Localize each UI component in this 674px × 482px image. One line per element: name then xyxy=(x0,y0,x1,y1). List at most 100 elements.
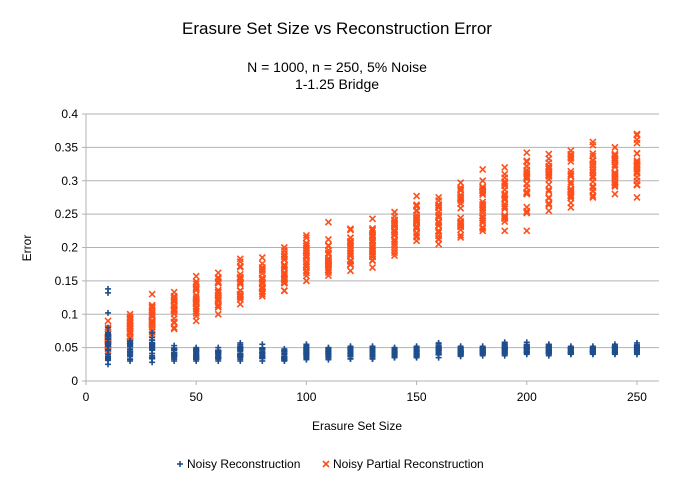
noisy-partial-reconstruction-point xyxy=(567,170,575,178)
noisy-partial-reconstruction-point xyxy=(214,310,222,318)
noisy-partial-reconstruction-point xyxy=(324,266,332,274)
noisy-reconstruction-point xyxy=(237,353,244,360)
noisy-reconstruction-point xyxy=(633,342,640,349)
noisy-partial-reconstruction-point xyxy=(390,236,399,244)
noisy-partial-reconstruction-point xyxy=(545,187,553,195)
noisy-partial-reconstruction-point xyxy=(479,223,487,231)
noisy-partial-reconstruction-point xyxy=(567,172,575,181)
noisy-partial-reconstruction-point xyxy=(567,178,575,186)
noisy-partial-reconstruction-point xyxy=(523,209,531,217)
noisy-reconstruction-point xyxy=(215,347,222,354)
noisy-partial-reconstruction-point xyxy=(390,222,399,230)
noisy-partial-reconstruction-point xyxy=(236,262,244,270)
noisy-partial-reconstruction-point xyxy=(633,130,641,138)
noisy-partial-reconstruction-point xyxy=(501,202,509,211)
y-tick-label: 0.2 xyxy=(61,241,78,255)
noisy-partial-reconstruction-point xyxy=(302,239,310,247)
y-tick-label: 0.4 xyxy=(61,107,78,121)
noisy-partial-reconstruction-point xyxy=(214,278,222,287)
noisy-partial-reconstruction-point xyxy=(633,169,641,177)
noisy-partial-reconstruction-point xyxy=(390,221,399,229)
noisy-reconstruction-point xyxy=(545,351,552,358)
noisy-partial-reconstruction-point xyxy=(104,317,112,325)
noisy-partial-reconstruction-point xyxy=(501,174,509,182)
y-tick-label: 0.1 xyxy=(61,307,78,321)
noisy-reconstruction-point xyxy=(325,349,332,356)
noisy-partial-reconstruction-point xyxy=(258,266,266,275)
legend-marker-noisy-partial-reconstruction xyxy=(322,460,330,468)
noisy-partial-reconstruction-point xyxy=(545,168,553,176)
noisy-partial-reconstruction-point xyxy=(589,193,597,202)
noisy-reconstruction-point xyxy=(567,344,574,351)
noisy-partial-reconstruction-point xyxy=(236,270,244,278)
noisy-reconstruction-point xyxy=(105,324,112,331)
noisy-partial-reconstruction-point xyxy=(280,278,288,286)
noisy-partial-reconstruction-point xyxy=(148,321,156,329)
noisy-partial-reconstruction-point xyxy=(457,233,465,242)
noisy-partial-reconstruction-point xyxy=(214,303,222,311)
noisy-partial-reconstruction-point xyxy=(302,241,310,250)
noisy-partial-reconstruction-point xyxy=(479,202,487,211)
noisy-partial-reconstruction-point xyxy=(368,263,377,272)
noisy-partial-reconstruction-point xyxy=(611,157,619,165)
noisy-partial-reconstruction-point xyxy=(567,154,575,162)
noisy-partial-reconstruction-point xyxy=(236,290,244,298)
noisy-partial-reconstruction-point xyxy=(346,244,355,252)
noisy-partial-reconstruction-point xyxy=(258,290,266,298)
noisy-partial-reconstruction-point xyxy=(302,262,310,271)
noisy-partial-reconstruction-point xyxy=(501,205,509,213)
noisy-partial-reconstruction-point xyxy=(501,227,509,235)
noisy-partial-reconstruction-point xyxy=(633,131,641,139)
noisy-partial-reconstruction-point xyxy=(236,278,244,286)
legend-label-noisy-reconstruction: Noisy Reconstruction xyxy=(187,457,300,471)
noisy-partial-reconstruction-point xyxy=(390,249,399,257)
noisy-partial-reconstruction-point xyxy=(148,301,156,309)
x-tick-label: 100 xyxy=(296,390,316,404)
noisy-partial-reconstruction-point xyxy=(479,185,487,193)
noisy-reconstruction-point xyxy=(171,346,178,353)
x-tick-label: 0 xyxy=(83,390,90,404)
noisy-partial-reconstruction-point xyxy=(479,224,487,232)
noisy-partial-reconstruction-point xyxy=(148,319,156,327)
noisy-partial-reconstruction-point xyxy=(413,201,421,209)
noisy-partial-reconstruction-point xyxy=(611,190,619,198)
noisy-partial-reconstruction-point xyxy=(523,189,531,197)
noisy-partial-reconstruction-point xyxy=(435,219,443,227)
y-tick-label: 0.35 xyxy=(55,140,79,154)
noisy-partial-reconstruction-point xyxy=(479,212,487,220)
noisy-reconstruction-point xyxy=(105,309,112,316)
y-tick-label: 0 xyxy=(71,374,78,388)
noisy-partial-reconstruction-point xyxy=(457,197,465,205)
noisy-reconstruction-point xyxy=(193,353,200,360)
noisy-partial-reconstruction-point xyxy=(368,233,377,241)
noisy-partial-reconstruction-point xyxy=(457,183,465,192)
chart-title: Erasure Set Size vs Reconstruction Error xyxy=(182,19,492,38)
noisy-partial-reconstruction-point xyxy=(413,215,421,223)
legend-plus-icon xyxy=(177,461,183,467)
noisy-partial-reconstruction-point xyxy=(192,300,200,308)
noisy-partial-reconstruction-point xyxy=(214,296,222,304)
noisy-partial-reconstruction-point xyxy=(523,172,531,180)
noisy-partial-reconstruction-point xyxy=(523,166,531,174)
noisy-partial-reconstruction-point xyxy=(346,226,355,234)
noisy-partial-reconstruction-point xyxy=(457,191,465,199)
noisy-reconstruction-point xyxy=(501,344,508,351)
chart-subtitle-line-2: 1-1.25 Bridge xyxy=(295,76,379,92)
noisy-reconstruction-point xyxy=(149,337,156,344)
noisy-partial-reconstruction-point xyxy=(236,255,244,263)
noisy-partial-reconstruction-point xyxy=(611,181,619,189)
noisy-partial-reconstruction-point xyxy=(302,234,310,242)
noisy-partial-reconstruction-point xyxy=(170,318,178,326)
noisy-reconstruction-point xyxy=(523,345,530,352)
noisy-partial-reconstruction-point xyxy=(523,157,531,165)
noisy-partial-reconstruction-point xyxy=(523,227,531,235)
noisy-partial-reconstruction-point xyxy=(567,199,575,207)
noisy-partial-reconstruction-point xyxy=(192,307,200,315)
noisy-partial-reconstruction-point xyxy=(170,310,178,318)
noisy-reconstruction-point xyxy=(457,348,464,355)
noisy-partial-reconstruction-point xyxy=(435,212,443,220)
legend-label-noisy-partial-reconstruction: Noisy Partial Reconstruction xyxy=(333,457,484,471)
noisy-reconstruction-point xyxy=(479,350,486,357)
noisy-reconstruction-point xyxy=(281,348,288,355)
noisy-partial-reconstruction-point xyxy=(302,231,310,240)
